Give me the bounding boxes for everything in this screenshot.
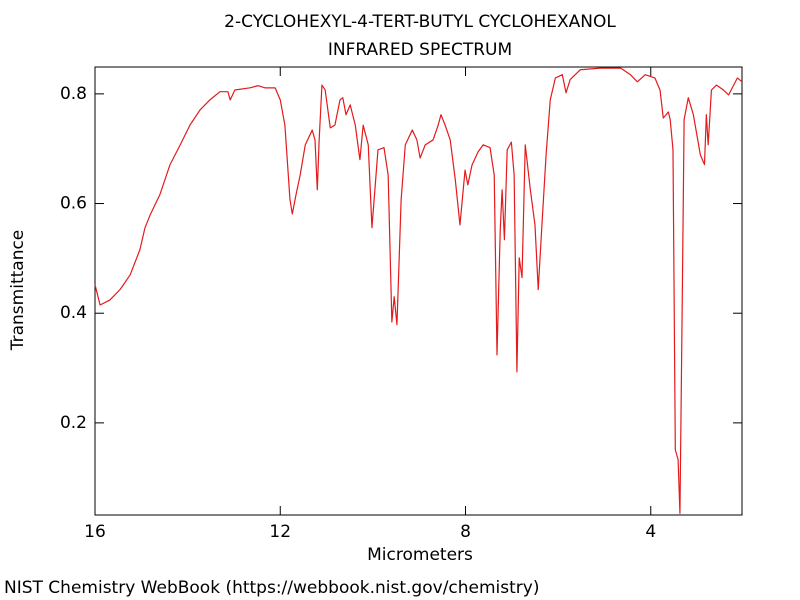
- spectrum-line: [94, 67, 743, 514]
- y-axis-label: Transmittance: [8, 230, 28, 352]
- x-axis-label: Micrometers: [367, 545, 473, 565]
- x-tick-label: 4: [645, 522, 656, 542]
- chart-subtitle: INFRARED SPECTRUM: [328, 40, 512, 60]
- chart-title: 2-CYCLOHEXYL-4-TERT-BUTYL CYCLOHEXANOL: [224, 12, 616, 32]
- plot-frame: [94, 66, 743, 516]
- y-tick-label: 0.8: [60, 84, 87, 104]
- x-tick-label: 12: [269, 522, 291, 542]
- x-tick-label: 8: [460, 522, 471, 542]
- y-tick-label: 0.2: [60, 413, 87, 433]
- y-tick-label: 0.6: [60, 194, 87, 214]
- source-note: NIST Chemistry WebBook (https://webbook.…: [4, 578, 539, 598]
- y-tick-label: 0.4: [60, 303, 87, 323]
- x-tick-label: 16: [84, 522, 106, 542]
